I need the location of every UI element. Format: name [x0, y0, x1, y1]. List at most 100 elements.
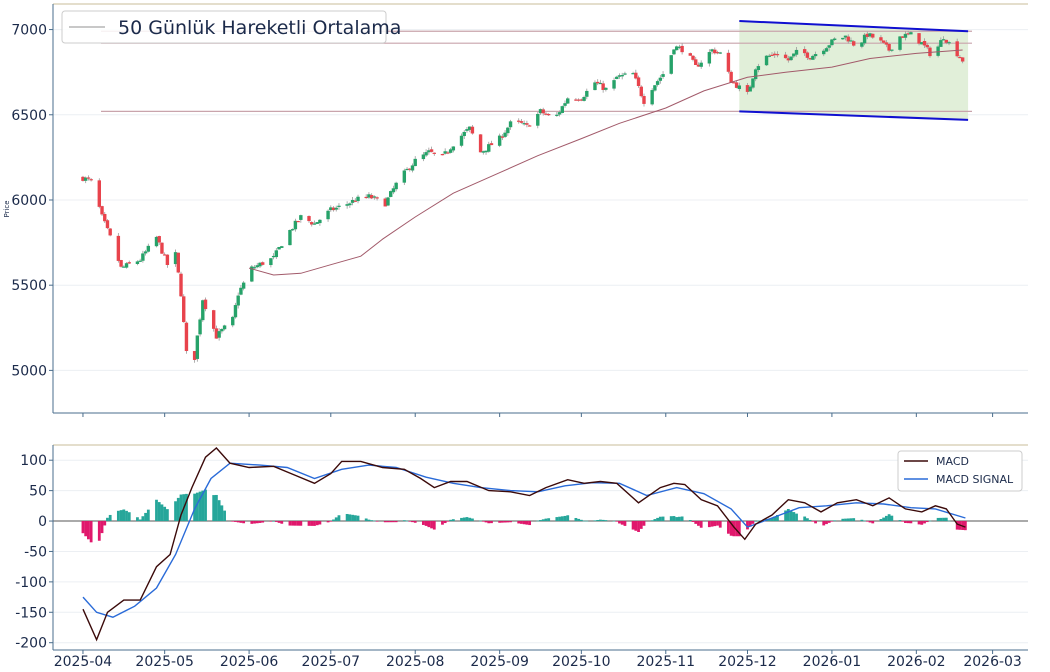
histogram-bar-negative: [413, 521, 417, 523]
histogram-bar-negative: [288, 521, 292, 526]
histogram-bar-positive: [127, 512, 131, 522]
histogram-bar-negative: [408, 521, 412, 522]
candle-down: [808, 58, 812, 60]
candle-up: [631, 73, 635, 75]
channel-upper-line: [739, 20, 969, 33]
histogram-bar-negative: [920, 521, 924, 525]
histogram-bar-negative: [424, 521, 428, 526]
candle-down: [925, 44, 929, 48]
candle-up: [557, 112, 562, 115]
price-y-axis-label: Price: [3, 200, 11, 217]
histogram-bar-positive: [756, 520, 760, 522]
candle-up: [751, 78, 755, 88]
candle-up: [868, 33, 872, 37]
candle-down: [527, 125, 532, 127]
candle-down: [165, 254, 170, 266]
candle-up: [737, 85, 742, 90]
candle-down: [884, 42, 889, 45]
histogram-bar-positive: [370, 520, 374, 522]
histogram-bar-positive: [449, 519, 453, 522]
histogram-bar-negative: [326, 521, 330, 523]
histogram-bar-positive: [928, 520, 932, 522]
candle-down: [89, 179, 93, 181]
candle-up: [83, 177, 88, 181]
histogram-bar-positive: [947, 520, 951, 522]
candle-up: [345, 204, 349, 206]
candle-down: [446, 152, 450, 154]
candle-down: [160, 242, 164, 254]
x-tick-label: 2025-11: [637, 654, 696, 670]
histogram-bar-positive: [833, 520, 837, 522]
histogram-bar-negative: [443, 521, 447, 524]
candle-up: [348, 203, 352, 206]
histogram-bar-negative: [239, 521, 243, 523]
candle-down: [489, 143, 494, 146]
histogram-bar-negative: [234, 521, 237, 522]
histogram-bar-negative: [255, 521, 259, 524]
price-y-ticks: 5000 5500 6000 6500 7000: [11, 23, 53, 379]
price-tick-label: 5000: [11, 363, 47, 379]
candle-up: [410, 165, 415, 171]
histogram-bar-positive: [353, 515, 357, 522]
histogram-bar-positive: [345, 513, 349, 522]
candle-up: [585, 90, 589, 97]
histogram-bar-negative: [313, 521, 316, 526]
histogram-bar-positive: [585, 520, 589, 522]
candle-up: [860, 42, 864, 47]
candle-up: [813, 54, 818, 57]
candle-up: [386, 197, 390, 206]
macd-legend-label: MACD: [936, 455, 969, 468]
histogram-bar-negative: [236, 521, 240, 523]
histogram-bar-positive: [541, 519, 545, 522]
x-tick-label: 2025-04: [54, 654, 113, 670]
candle-up: [146, 245, 151, 252]
histogram-bar-negative: [517, 521, 521, 524]
candle-up: [748, 86, 752, 92]
histogram-bar-positive: [579, 519, 583, 522]
candle-up: [402, 170, 407, 183]
candle-down: [734, 82, 739, 88]
histogram-bar-positive: [165, 509, 169, 522]
candle-down: [726, 52, 731, 72]
candle-down: [108, 228, 112, 236]
histogram-bar-positive: [179, 494, 183, 522]
histogram-bar-positive: [754, 521, 758, 522]
candle-down: [307, 216, 311, 222]
histogram-bar-negative: [299, 521, 303, 526]
histogram-bar-negative: [291, 521, 295, 526]
candle-down: [729, 71, 733, 83]
histogram-bar-negative: [280, 521, 284, 524]
candle-up: [448, 149, 453, 153]
histogram-bar-positive: [936, 517, 940, 522]
histogram-bar-positive: [558, 516, 561, 522]
histogram-bar-negative: [269, 521, 273, 522]
histogram-bar-positive: [846, 518, 850, 522]
candle-up: [138, 260, 142, 262]
histogram-bar-negative: [103, 521, 107, 526]
histogram-bar-positive: [122, 509, 126, 522]
candle-up: [661, 74, 665, 77]
histogram-bar-negative: [639, 521, 643, 529]
candle-down: [944, 39, 948, 43]
histogram-bar-negative: [868, 521, 872, 523]
candle-up: [217, 331, 221, 338]
candle-down: [871, 33, 875, 38]
candle-down: [696, 64, 701, 67]
histogram-bar-negative: [329, 521, 333, 522]
channel-lower-line: [739, 110, 969, 121]
candle-up: [154, 236, 159, 247]
histogram-bar-positive: [176, 497, 180, 522]
histogram-bar-negative: [509, 521, 512, 523]
candle-down: [917, 33, 921, 44]
candle-up: [288, 230, 292, 246]
candle-down: [81, 176, 85, 181]
candle-up: [405, 168, 409, 171]
histogram-bar-positive: [776, 514, 779, 522]
candle-up: [939, 40, 943, 47]
histogram-bar-negative: [634, 521, 638, 531]
histogram-bar-positive: [599, 519, 602, 522]
histogram-bar-negative: [732, 521, 736, 537]
candle-up: [903, 33, 908, 38]
candle-down: [688, 53, 692, 56]
